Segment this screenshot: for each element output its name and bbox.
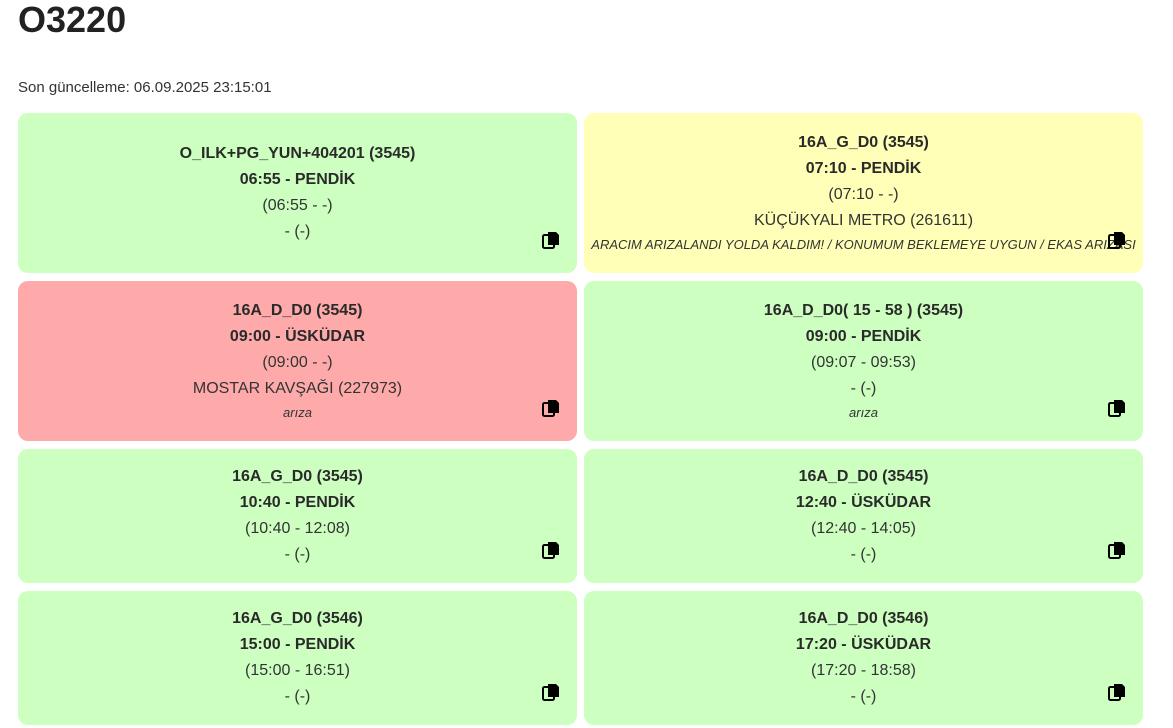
trip-card: 16A_G_D0 (3545) 07:10 - PENDİK (07:10 - … (584, 113, 1143, 273)
trip-route: 16A_G_D0 (3545) (798, 134, 929, 151)
trip-departure: 09:00 - ÜSKÜDAR (229, 328, 366, 345)
trip-location: - (-) (850, 546, 877, 563)
copy-icon[interactable] (542, 541, 560, 559)
trip-card: 16A_D_D0 (3546) 17:20 - ÜSKÜDAR (17:20 -… (584, 591, 1143, 725)
copy-icon[interactable] (1108, 399, 1126, 417)
trip-location: - (-) (850, 688, 877, 705)
copy-icon[interactable] (1108, 683, 1126, 701)
trip-times: (09:07 - 09:53) (811, 354, 916, 371)
trip-card: 16A_D_D0 (3545) 12:40 - ÜSKÜDAR (12:40 -… (584, 449, 1143, 583)
copy-icon[interactable] (542, 231, 560, 249)
trip-route: 16A_D_D0( 15 - 58 ) (3545) (763, 302, 964, 319)
trip-location: KÜÇÜKYALI METRO (261611) (753, 212, 974, 229)
trip-note: ARACIM ARIZALANDI YOLDA KALDIM! / KONUMU… (591, 237, 1136, 252)
trip-location: MOSTAR KAVŞAĞI (227973) (192, 380, 403, 397)
copy-icon[interactable] (1108, 231, 1126, 249)
trip-note: arıza (283, 405, 312, 420)
trip-route: 16A_D_D0 (3545) (798, 468, 929, 485)
trip-location: - (-) (284, 223, 311, 240)
trip-times: (15:00 - 16:51) (245, 662, 350, 679)
trip-times: (09:00 - -) (262, 354, 333, 371)
trip-departure: 10:40 - PENDİK (239, 494, 356, 511)
trip-times: (10:40 - 12:08) (245, 520, 350, 537)
trip-route: 16A_D_D0 (3546) (798, 610, 929, 627)
last-update-text: Son güncelleme: 06.09.2025 23:15:01 (18, 79, 272, 96)
trip-departure: 07:10 - PENDİK (805, 160, 922, 177)
trip-card-grid: O_ILK+PG_YUN+404201 (3545) 06:55 - PENDİ… (18, 113, 1143, 725)
trip-departure: 06:55 - PENDİK (239, 171, 356, 188)
trip-location: - (-) (284, 546, 311, 563)
trip-departure: 15:00 - PENDİK (239, 636, 356, 653)
trip-departure: 12:40 - ÜSKÜDAR (795, 494, 932, 511)
copy-icon[interactable] (1108, 541, 1126, 559)
trip-location: - (-) (284, 688, 311, 705)
trip-route: 16A_D_D0 (3545) (232, 302, 363, 319)
trip-times: (07:10 - -) (828, 186, 899, 203)
page-title: O3220 (18, 0, 127, 40)
trip-note: arıza (849, 405, 878, 420)
trip-times: (17:20 - 18:58) (811, 662, 916, 679)
trip-times: (12:40 - 14:05) (811, 520, 916, 537)
trip-route: 16A_G_D0 (3546) (232, 610, 363, 627)
trip-departure: 09:00 - PENDİK (805, 328, 922, 345)
trip-route: O_ILK+PG_YUN+404201 (3545) (179, 145, 416, 162)
trip-route: 16A_G_D0 (3545) (232, 468, 363, 485)
trip-times: (06:55 - -) (262, 197, 333, 214)
trip-location: - (-) (850, 380, 877, 397)
copy-icon[interactable] (542, 399, 560, 417)
trip-card: 16A_D_D0( 15 - 58 ) (3545) 09:00 - PENDİ… (584, 281, 1143, 441)
trip-card: 16A_G_D0 (3546) 15:00 - PENDİK (15:00 - … (18, 591, 577, 725)
trip-card: 16A_G_D0 (3545) 10:40 - PENDİK (10:40 - … (18, 449, 577, 583)
trip-card: O_ILK+PG_YUN+404201 (3545) 06:55 - PENDİ… (18, 113, 577, 273)
copy-icon[interactable] (542, 683, 560, 701)
trip-card: 16A_D_D0 (3545) 09:00 - ÜSKÜDAR (09:00 -… (18, 281, 577, 441)
trip-departure: 17:20 - ÜSKÜDAR (795, 636, 932, 653)
